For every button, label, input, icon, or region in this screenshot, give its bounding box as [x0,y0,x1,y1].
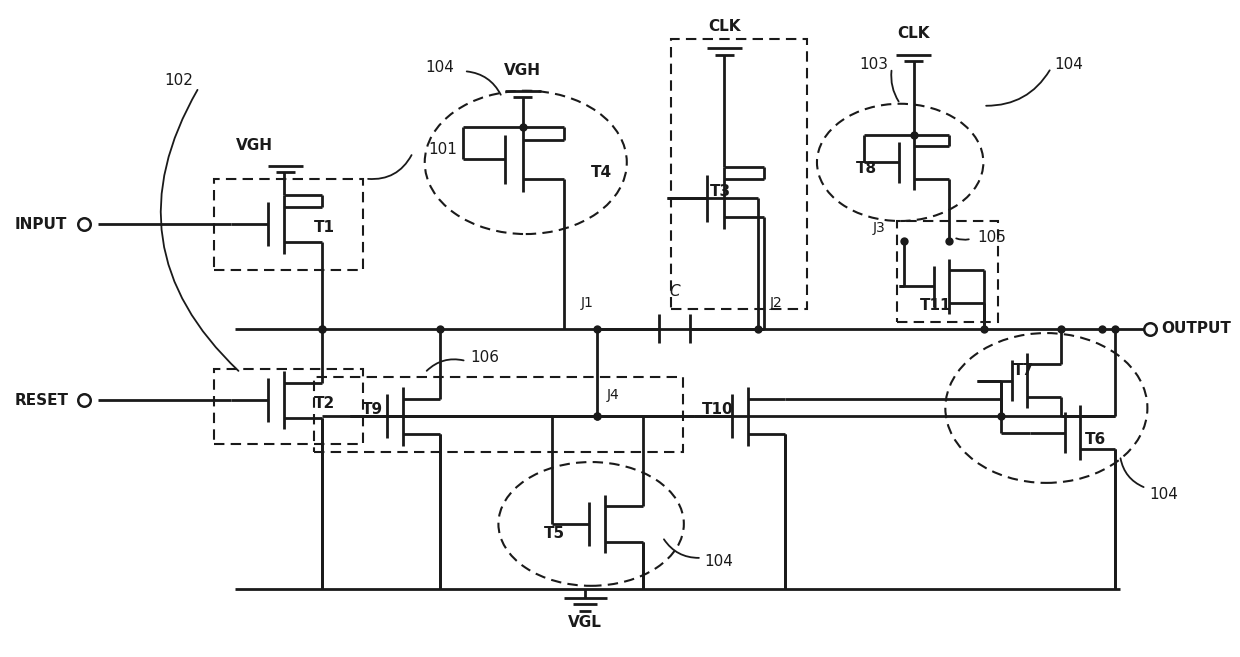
Text: OUTPUT: OUTPUT [1162,321,1231,336]
Text: 106: 106 [470,350,498,365]
Text: 102: 102 [164,74,193,89]
Text: J2: J2 [770,296,782,310]
Text: VGH: VGH [505,62,542,78]
Text: T6: T6 [1085,432,1106,447]
Text: 104: 104 [1149,487,1179,502]
Text: T9: T9 [362,403,383,417]
Text: T1: T1 [314,220,335,235]
Text: J3: J3 [873,221,885,235]
Bar [897,221,998,322]
Text: T5: T5 [543,526,564,541]
Text: 104: 104 [1055,57,1084,72]
Text: CLK: CLK [898,26,930,41]
Text: RESET: RESET [15,393,68,407]
Text: T2: T2 [314,396,335,411]
Text: VGL: VGL [568,615,603,630]
Bar [215,369,363,444]
Text: 101: 101 [428,142,458,157]
Text: VGH: VGH [236,137,273,152]
Bar [671,39,807,309]
Text: CLK: CLK [708,19,740,34]
Text: INPUT: INPUT [15,217,67,232]
Text: T3: T3 [711,184,732,199]
Text: J4: J4 [606,388,619,402]
Text: T4: T4 [591,165,613,179]
Text: 105: 105 [977,230,1007,245]
Text: T11: T11 [920,298,951,313]
Bar [314,377,683,452]
Text: 103: 103 [859,57,888,72]
Text: 104: 104 [425,60,455,76]
Text: T7: T7 [1013,363,1034,378]
Text: J1: J1 [582,296,594,310]
Bar [215,179,363,270]
Text: T8: T8 [856,162,878,176]
Text: T10: T10 [702,403,734,417]
Text: 104: 104 [704,555,733,569]
Text: C: C [670,284,680,299]
